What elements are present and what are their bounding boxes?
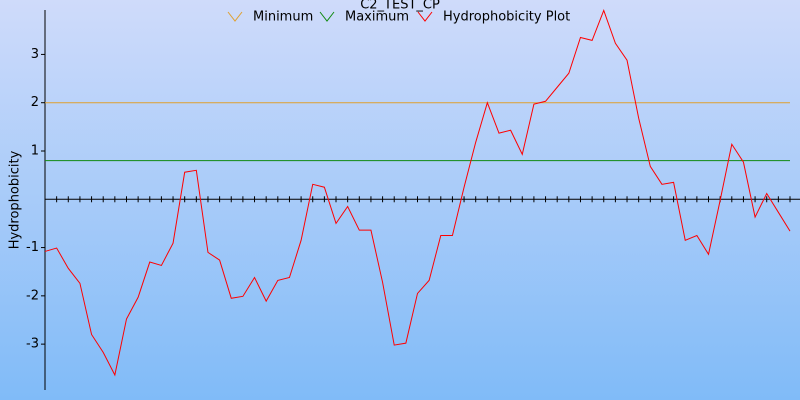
y-tick-label: 2: [31, 95, 39, 110]
y-tick-label: -1: [26, 240, 39, 255]
y-tick-label: -2: [26, 288, 39, 303]
legend-label: Maximum: [345, 10, 409, 25]
legend-icon: [227, 11, 243, 22]
legend-label: Hydrophobicity Plot: [443, 10, 570, 25]
y-tick-label: 3: [31, 47, 39, 62]
y-tick-label: 1: [31, 143, 39, 158]
y-tick-label: -3: [26, 337, 39, 352]
data-line: [44, 9, 791, 377]
legend-icon: [417, 11, 433, 22]
legend-icon: [319, 11, 335, 22]
legend-label: Minimum: [253, 10, 313, 25]
y-axis-label: Hydrophobicity: [8, 150, 23, 249]
chart-title: C2_TEST_CP: [360, 0, 440, 13]
